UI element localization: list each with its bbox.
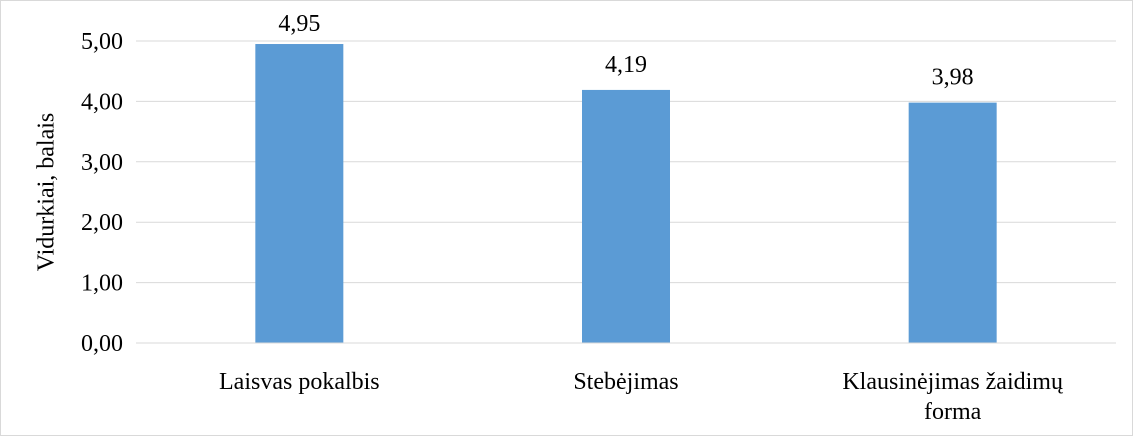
data-label: 4,19: [605, 52, 647, 78]
category-label: Laisvas pokalbis: [219, 369, 380, 395]
category-label: forma: [924, 399, 982, 425]
y-tick-label: 4,00: [81, 89, 123, 115]
data-labels: 4,95 4,19 3,98: [278, 11, 973, 91]
y-tick-label: 2,00: [81, 210, 123, 236]
bars: [255, 44, 997, 344]
y-tick-label: 5,00: [81, 29, 123, 55]
bar: [255, 44, 344, 344]
category-labels: Laisvas pokalbis Stebėjimas Klausinėjimas …: [219, 369, 1064, 425]
bar: [582, 89, 670, 343]
category-label: Klausinėjimas žaidimų: [842, 369, 1064, 395]
y-tick-label: 3,00: [81, 150, 123, 176]
bar: [908, 102, 997, 343]
data-label: 3,98: [932, 65, 974, 91]
category-label: Stebėjimas: [573, 369, 678, 395]
y-tick-label: 0,00: [81, 331, 123, 357]
data-label: 4,95: [278, 11, 320, 37]
y-tick-labels: 0,00 1,00 2,00 3,00 4,00 5,00: [81, 29, 123, 357]
y-tick-label: 1,00: [81, 271, 123, 297]
y-axis-title: Vidurkiai, balais: [33, 113, 59, 272]
